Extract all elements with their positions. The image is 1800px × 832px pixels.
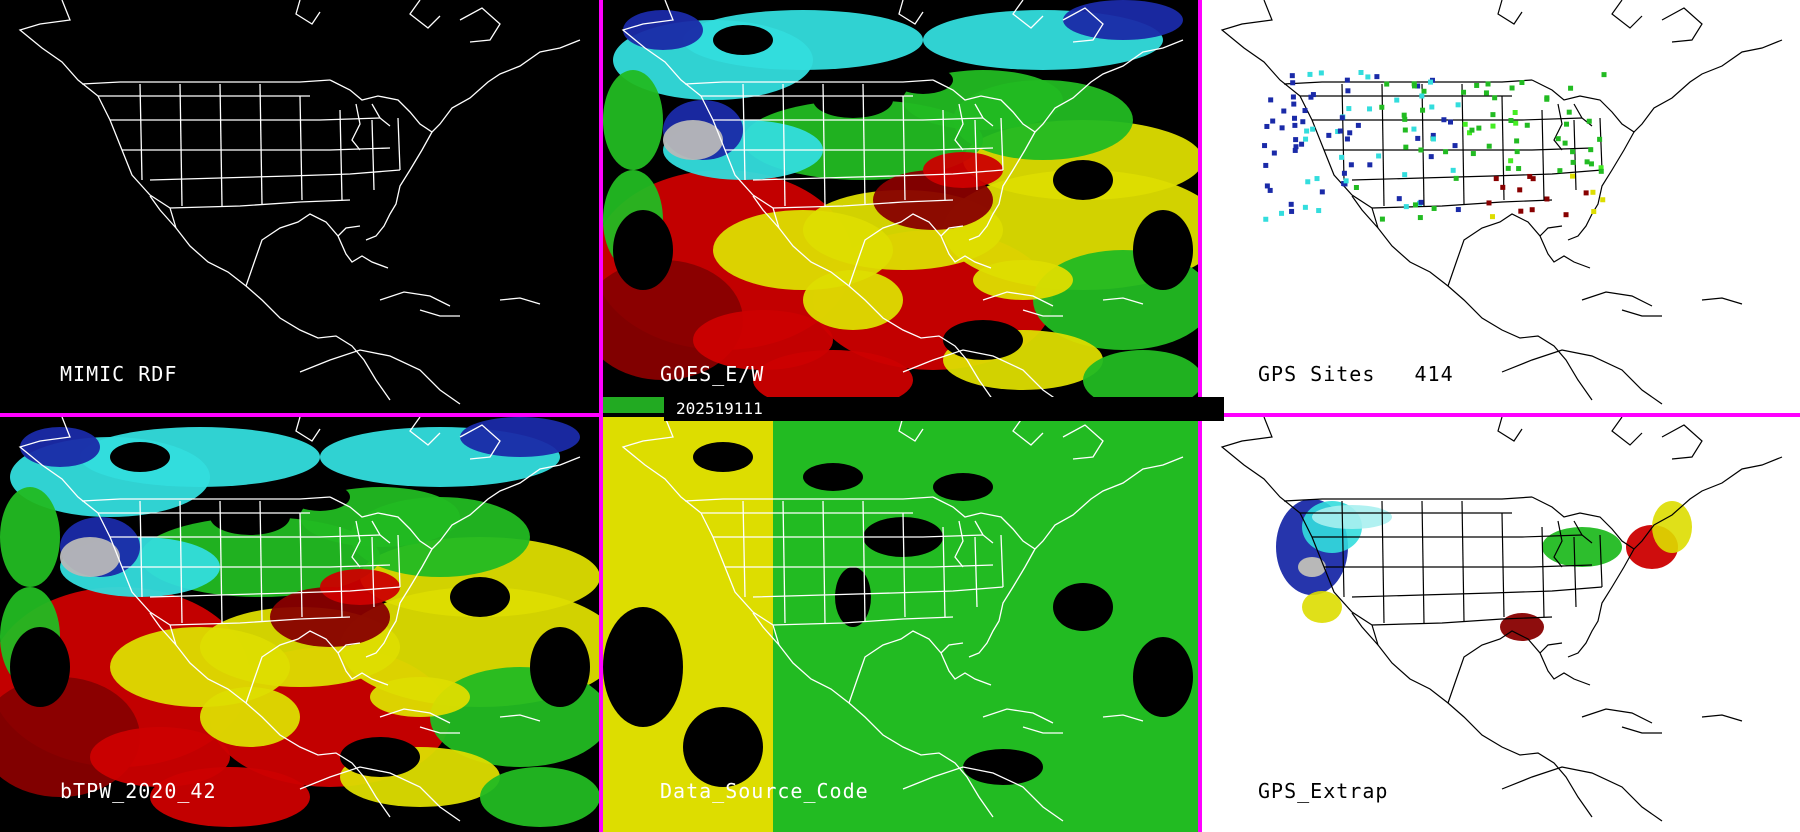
horizontal-separator-right bbox=[1201, 413, 1800, 417]
panel-label-btpw: bTPW_2020_42 bbox=[60, 779, 217, 803]
panel-label-dsc: Data_Source_Code bbox=[660, 779, 869, 803]
gps-sites-title: GPS Sites bbox=[1258, 362, 1376, 386]
map-gps-sites bbox=[1220, 0, 1783, 405]
panel-mimic-rdf: MIMIC RDF bbox=[0, 0, 599, 413]
map-gps-extrap bbox=[1220, 417, 1783, 822]
panel-btpw: bTPW_2020_42 bbox=[0, 417, 599, 832]
panel-label-gps-extrap: GPS_Extrap bbox=[1258, 779, 1389, 803]
gps-sites-count: 414 bbox=[1414, 362, 1454, 386]
panel-data-source-code: Data_Source_Code bbox=[603, 417, 1198, 832]
panel-goes: GOES_E/W bbox=[603, 0, 1198, 413]
map-btpw bbox=[0, 417, 599, 827]
panel-label-mimic: MIMIC RDF bbox=[60, 362, 178, 386]
horizontal-separator-left bbox=[0, 413, 603, 417]
map-goes bbox=[603, 0, 1198, 410]
panel-gps-extrap: GPS_Extrap bbox=[1202, 417, 1800, 832]
timestamp-bar: 202519111 bbox=[664, 397, 1224, 421]
panel-gps-sites: GPS Sites 414 bbox=[1202, 0, 1800, 413]
panel-label-goes: GOES_E/W bbox=[660, 362, 765, 386]
vertical-separator-left bbox=[599, 0, 603, 832]
time-bar-accent bbox=[603, 397, 664, 413]
panel-label-gps-sites: GPS Sites 414 bbox=[1258, 362, 1454, 386]
map-dsc bbox=[603, 417, 1198, 832]
map-mimic bbox=[18, 0, 581, 405]
